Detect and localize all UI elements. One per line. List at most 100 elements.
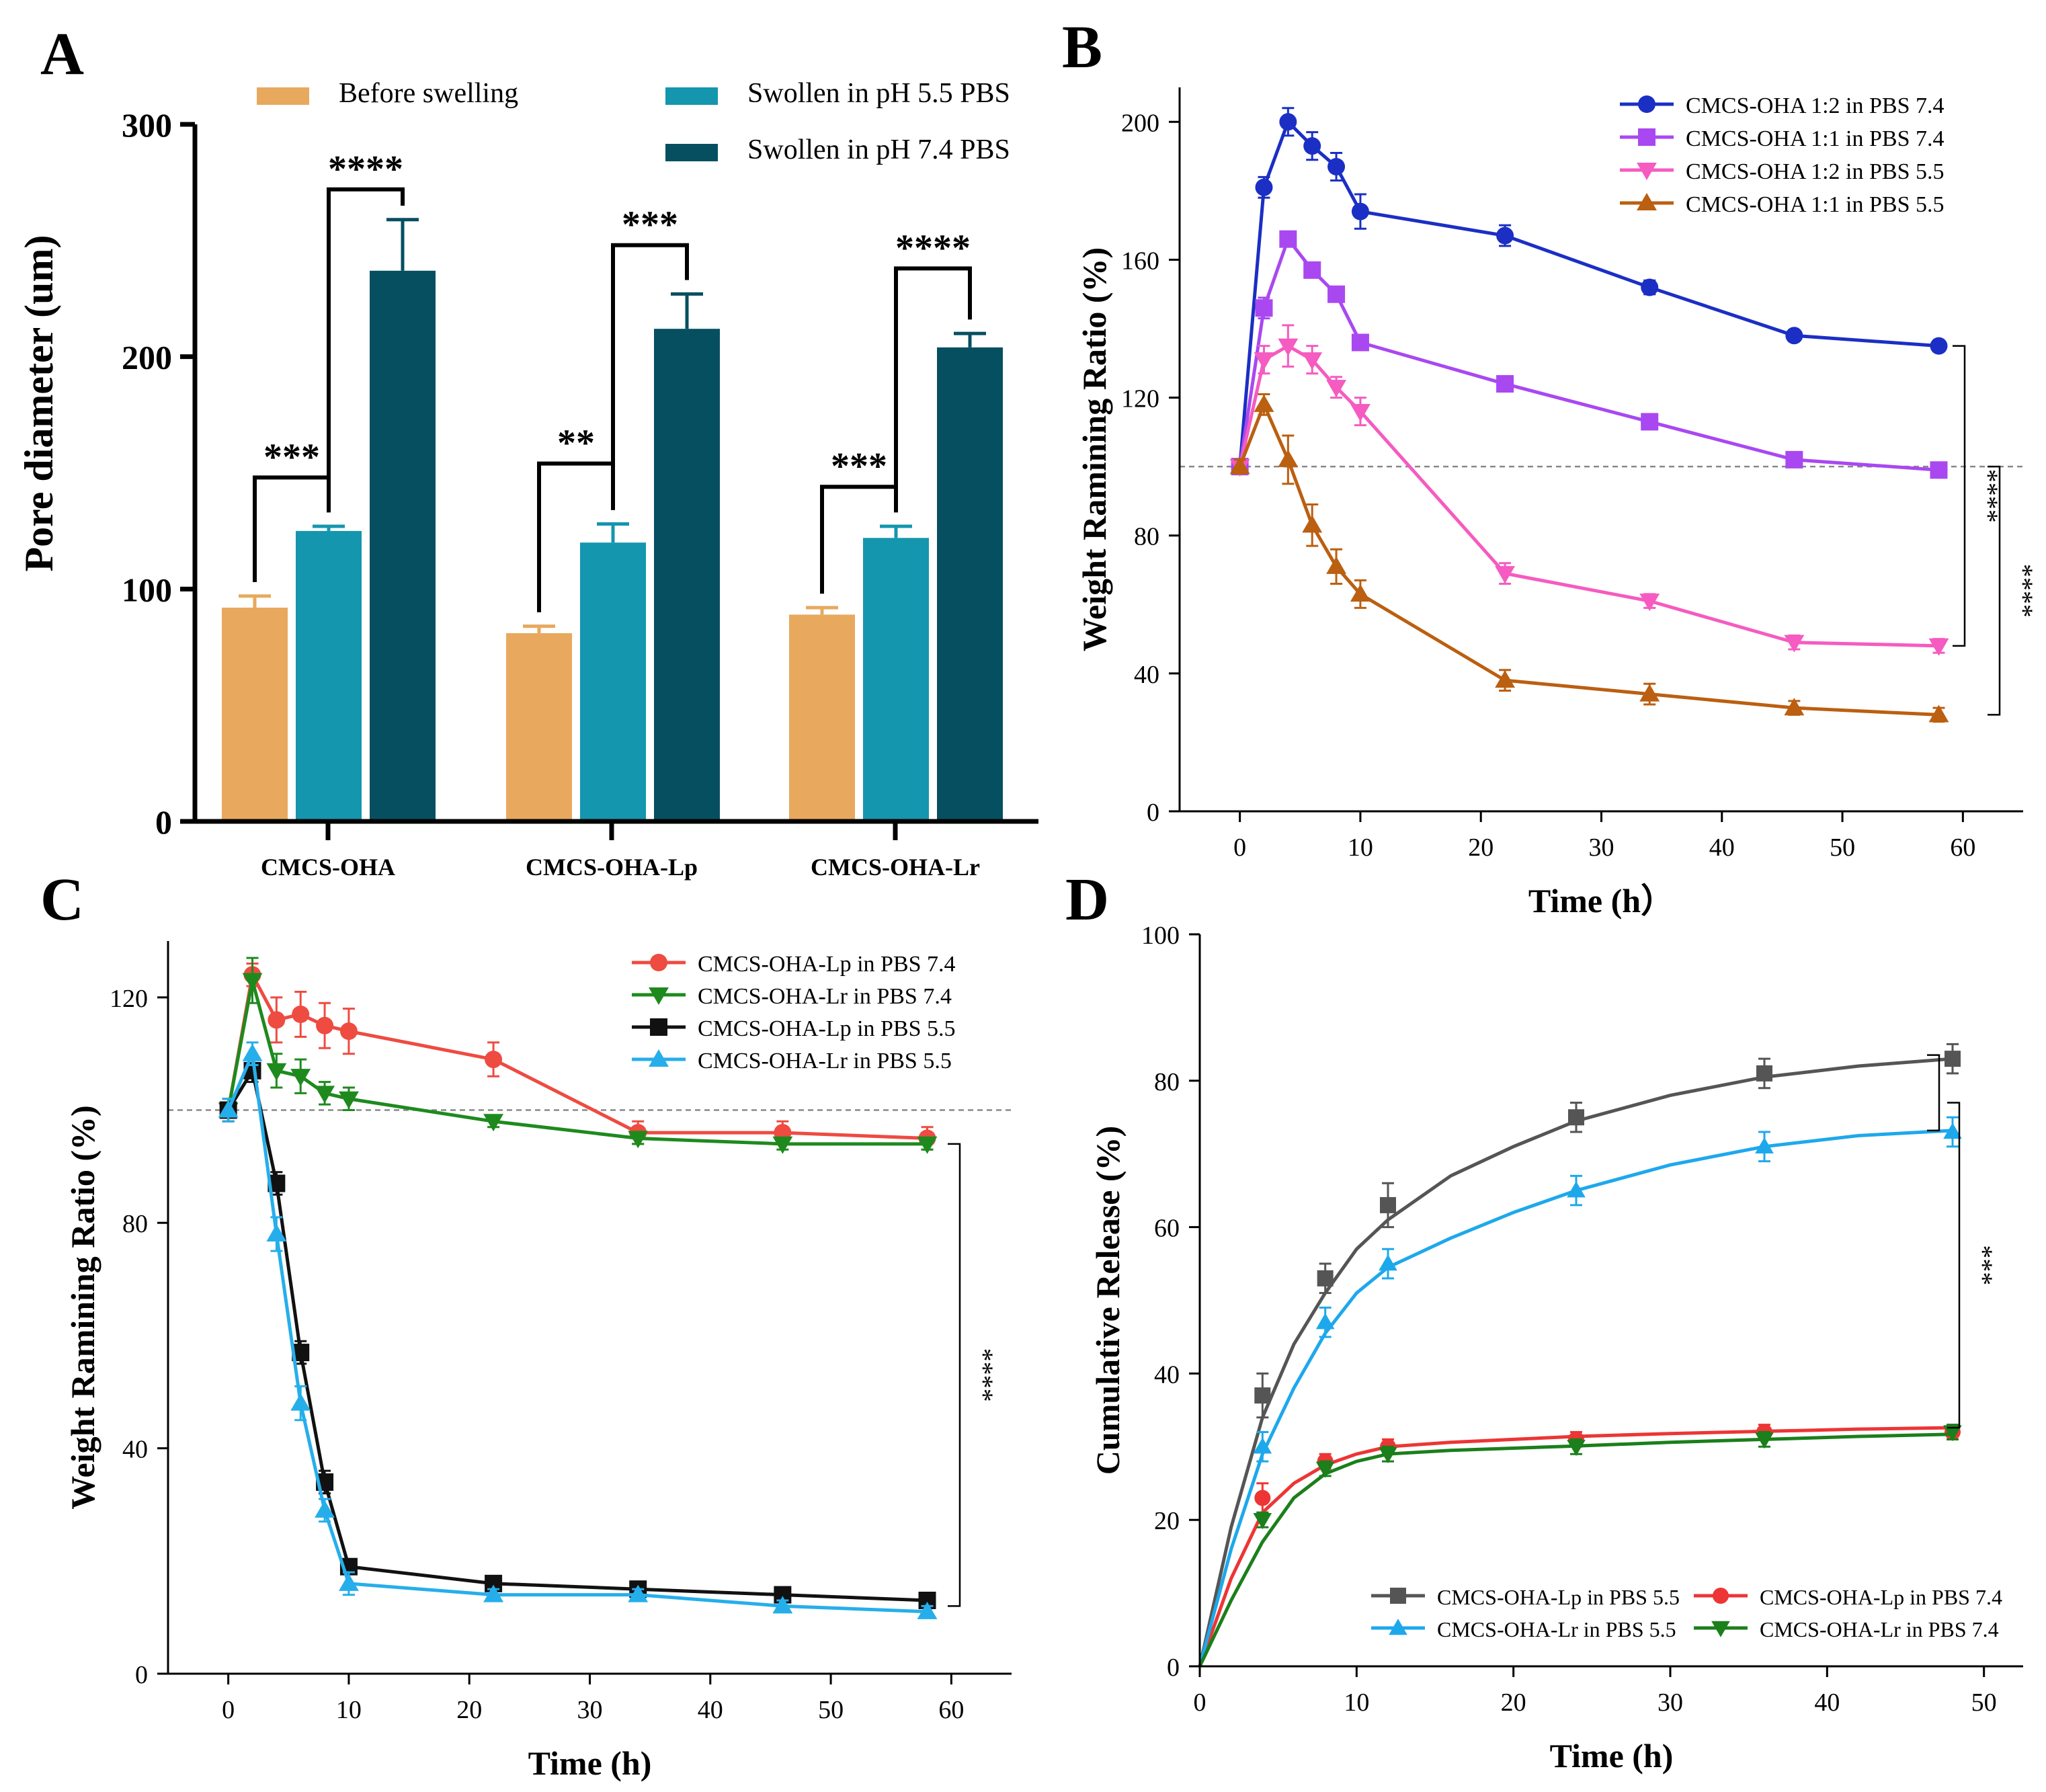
y-tick-label-1: 40: [1134, 661, 1159, 689]
y-tick-label-2: 80: [122, 1210, 148, 1238]
series-line-0: [227, 969, 928, 1140]
panel-letter-c: C: [40, 866, 84, 933]
x-tick-label-1: CMCS-OHA-Lp: [526, 854, 698, 881]
legend-swatch-0: [257, 87, 309, 105]
x-tick-label-5: 50: [818, 1696, 844, 1724]
legend-swatch-1: [665, 87, 718, 105]
data-point-0-5: [1945, 1051, 1961, 1067]
data-point-3-4: [1755, 1432, 1774, 1449]
panel-b-line-chart: 0 40 80 120 160 200 0 10 20 30 40 50 60 Time (h） Weigh…: [1075, 87, 2039, 920]
series-line-1: [1238, 235, 1939, 472]
data-point-0-4: [1756, 1065, 1772, 1082]
data-point-3-0: [218, 1100, 239, 1118]
data-point-2-2: [1278, 338, 1299, 356]
data-point-1-9: [917, 1136, 938, 1154]
data-point-3-1: [1254, 394, 1274, 412]
legend-label-3: CMCS-OHA 1:1 in PBS 5.5: [1686, 192, 1945, 217]
y-tick-label-5: 100: [1141, 922, 1180, 950]
y-tick-label-0: 0: [155, 803, 172, 841]
legend-label-3: CMCS-OHA-Lr in PBS 7.4: [1760, 1617, 1999, 1641]
legend-marker-0: [1390, 1588, 1406, 1604]
data-point-3-4: [1326, 556, 1347, 574]
series-0: [1198, 1043, 1961, 1667]
data-point-1-6: [1496, 375, 1514, 393]
data-point-2-1: [1254, 352, 1274, 370]
significance-label-0: ***: [263, 436, 320, 478]
data-point-3-3: [1567, 1440, 1586, 1457]
legend-label-2: CMCS-OHA 1:2 in PBS 5.5: [1686, 159, 1945, 184]
x-tick-label-2: 20: [1468, 833, 1493, 862]
data-point-1-2: [266, 1063, 287, 1081]
data-point-3-7: [1639, 684, 1660, 702]
legend-marker-2: [1389, 1619, 1407, 1635]
significance-label-2: **: [557, 423, 595, 464]
data-point-2-9: [1928, 638, 1949, 656]
data-point-3-6: [483, 1584, 504, 1602]
y-tick-label-3: 300: [122, 106, 172, 144]
legend-label-3: CMCS-OHA-Lr in PBS 5.5: [698, 1049, 952, 1073]
significance-bracket-0: [1927, 1054, 1940, 1132]
y-tick-label-4: 160: [1121, 247, 1159, 275]
y-axis-title: Pore diameter (um): [17, 235, 61, 572]
data-point-3-6: [1495, 670, 1516, 688]
data-point-2-6: [1495, 566, 1516, 584]
legend-marker-2: [1637, 162, 1657, 180]
significance-label-3: ***: [622, 204, 678, 246]
y-tick-label-4: 80: [1154, 1068, 1180, 1096]
data-point-0-2: [1380, 1196, 1396, 1213]
data-point-3-2: [266, 1224, 287, 1242]
data-point-3-3: [1302, 515, 1323, 533]
panel-letter-b: B: [1062, 14, 1102, 81]
x-axis-title: Time (h）: [1528, 882, 1674, 920]
data-point-3-5: [338, 1573, 359, 1591]
significance-label-0: ****: [1973, 469, 2004, 523]
legend-swatch-2: [665, 144, 718, 161]
data-point-3-1: [1315, 1461, 1335, 1478]
bar-2-1: [654, 329, 720, 822]
x-tick-label-3: 30: [1658, 1688, 1683, 1717]
x-tick-label-2: 20: [456, 1696, 482, 1724]
y-tick-label-3: 120: [1121, 385, 1159, 413]
x-tick-label-1: 10: [1348, 833, 1373, 862]
data-point-0-7: [1641, 278, 1659, 296]
x-tick-label-1: 10: [1344, 1688, 1369, 1717]
y-tick-label-1: 100: [122, 571, 172, 608]
data-point-2-3: [1567, 1181, 1586, 1198]
data-point-3-5: [1350, 583, 1370, 602]
series-3: [1229, 393, 1949, 723]
data-point-1-4: [1327, 285, 1346, 303]
x-axis-title: Time (h): [528, 1744, 652, 1782]
data-point-2-5: [1943, 1123, 1962, 1139]
x-tick-label-6: 60: [938, 1696, 964, 1724]
series-line-1: [1198, 1426, 1953, 1667]
series-line-3: [227, 1047, 928, 1614]
data-point-0-5: [1351, 202, 1369, 220]
data-point-1-7: [628, 1131, 649, 1149]
error-bar-0-1: [523, 624, 555, 634]
data-point-1-5: [1351, 333, 1369, 352]
data-point-0-3: [1303, 137, 1321, 155]
y-axis-title: Weight Ramining Ratio (%): [1075, 247, 1113, 651]
legend-label-2: CMCS-OHA-Lr in PBS 5.5: [1437, 1617, 1676, 1641]
data-point-3-5: [1943, 1425, 1962, 1442]
series-line-0: [1238, 118, 1939, 467]
data-point-1-3: [290, 1069, 311, 1087]
significance-bracket-1: [1947, 1102, 1961, 1429]
x-tick-label-5: 50: [1971, 1688, 1997, 1717]
x-tick-label-0: 0: [1233, 833, 1246, 862]
legend-marker-3: [649, 1049, 669, 1067]
bar-0-0: [222, 607, 288, 821]
y-axis-title: Cumulative Release (%): [1089, 1126, 1127, 1475]
x-tick-label-0: CMCS-OHA: [261, 854, 395, 881]
x-tick-label-2: CMCS-OHA-Lr: [811, 854, 980, 881]
y-tick-label-2: 80: [1134, 523, 1159, 551]
data-point-2-5: [1350, 404, 1370, 422]
data-point-0-4: [1327, 157, 1346, 175]
legend-label-1: Swollen in pH 5.5 PBS: [747, 78, 1010, 109]
significance-bracket-0: [948, 1143, 961, 1607]
data-point-3-7: [628, 1584, 649, 1602]
legend-label-0: CMCS-OHA-Lp in PBS 5.5: [1437, 1585, 1680, 1609]
series-line-2: [227, 1066, 928, 1602]
x-tick-label-3: 30: [1589, 833, 1614, 862]
data-point-2-3: [1302, 352, 1323, 370]
